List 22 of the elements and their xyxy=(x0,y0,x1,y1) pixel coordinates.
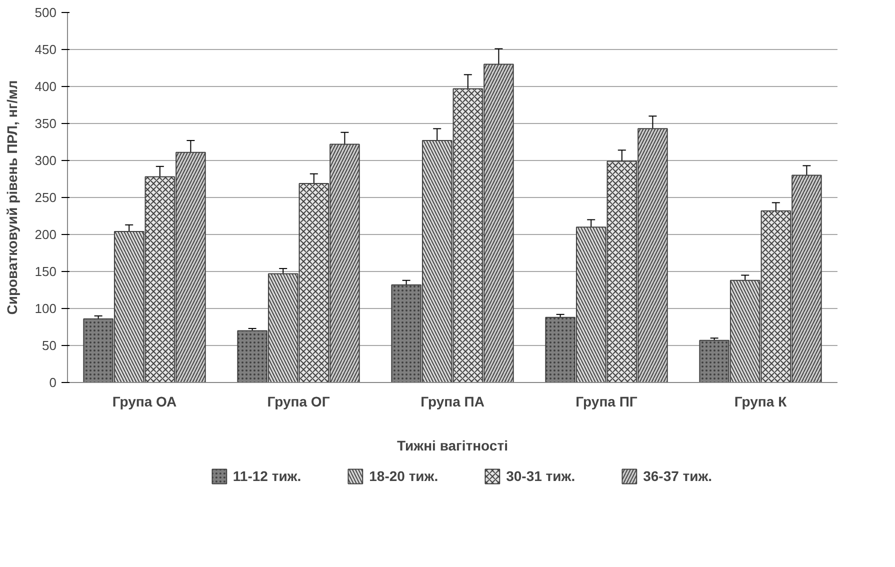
y-tick-label: 500 xyxy=(34,5,57,20)
legend-label: 36-37 тиж. xyxy=(643,468,712,484)
y-tick-label: 350 xyxy=(34,116,57,131)
x-tick-label: Група ПГ xyxy=(576,394,638,410)
legend-label: 30-31 тиж. xyxy=(506,468,576,484)
y-tick-label: 250 xyxy=(34,190,57,205)
x-axis-title: Тижні вагітності xyxy=(397,438,508,454)
x-tick-label: Група ОГ xyxy=(267,394,330,410)
y-tick-label: 400 xyxy=(34,79,57,94)
y-axis-title: Сироватковуий рівень ПРЛ, нг/мл xyxy=(4,80,20,315)
y-tick-label: 150 xyxy=(34,264,57,279)
y-tick-label: 300 xyxy=(34,153,57,168)
y-tick-label: 200 xyxy=(34,227,57,242)
x-tick-label: Група К xyxy=(734,394,788,410)
legend-label: 11-12 тиж. xyxy=(232,468,302,484)
y-tick-label: 0 xyxy=(49,375,57,390)
x-tick-label: Група ПА xyxy=(420,394,484,410)
x-tick-label: Група ОА xyxy=(112,394,177,410)
y-tick-label: 450 xyxy=(34,42,57,57)
y-tick-label: 50 xyxy=(42,338,57,353)
y-tick-label: 100 xyxy=(34,301,57,316)
legend-label: 18-20 тиж. xyxy=(369,468,438,484)
